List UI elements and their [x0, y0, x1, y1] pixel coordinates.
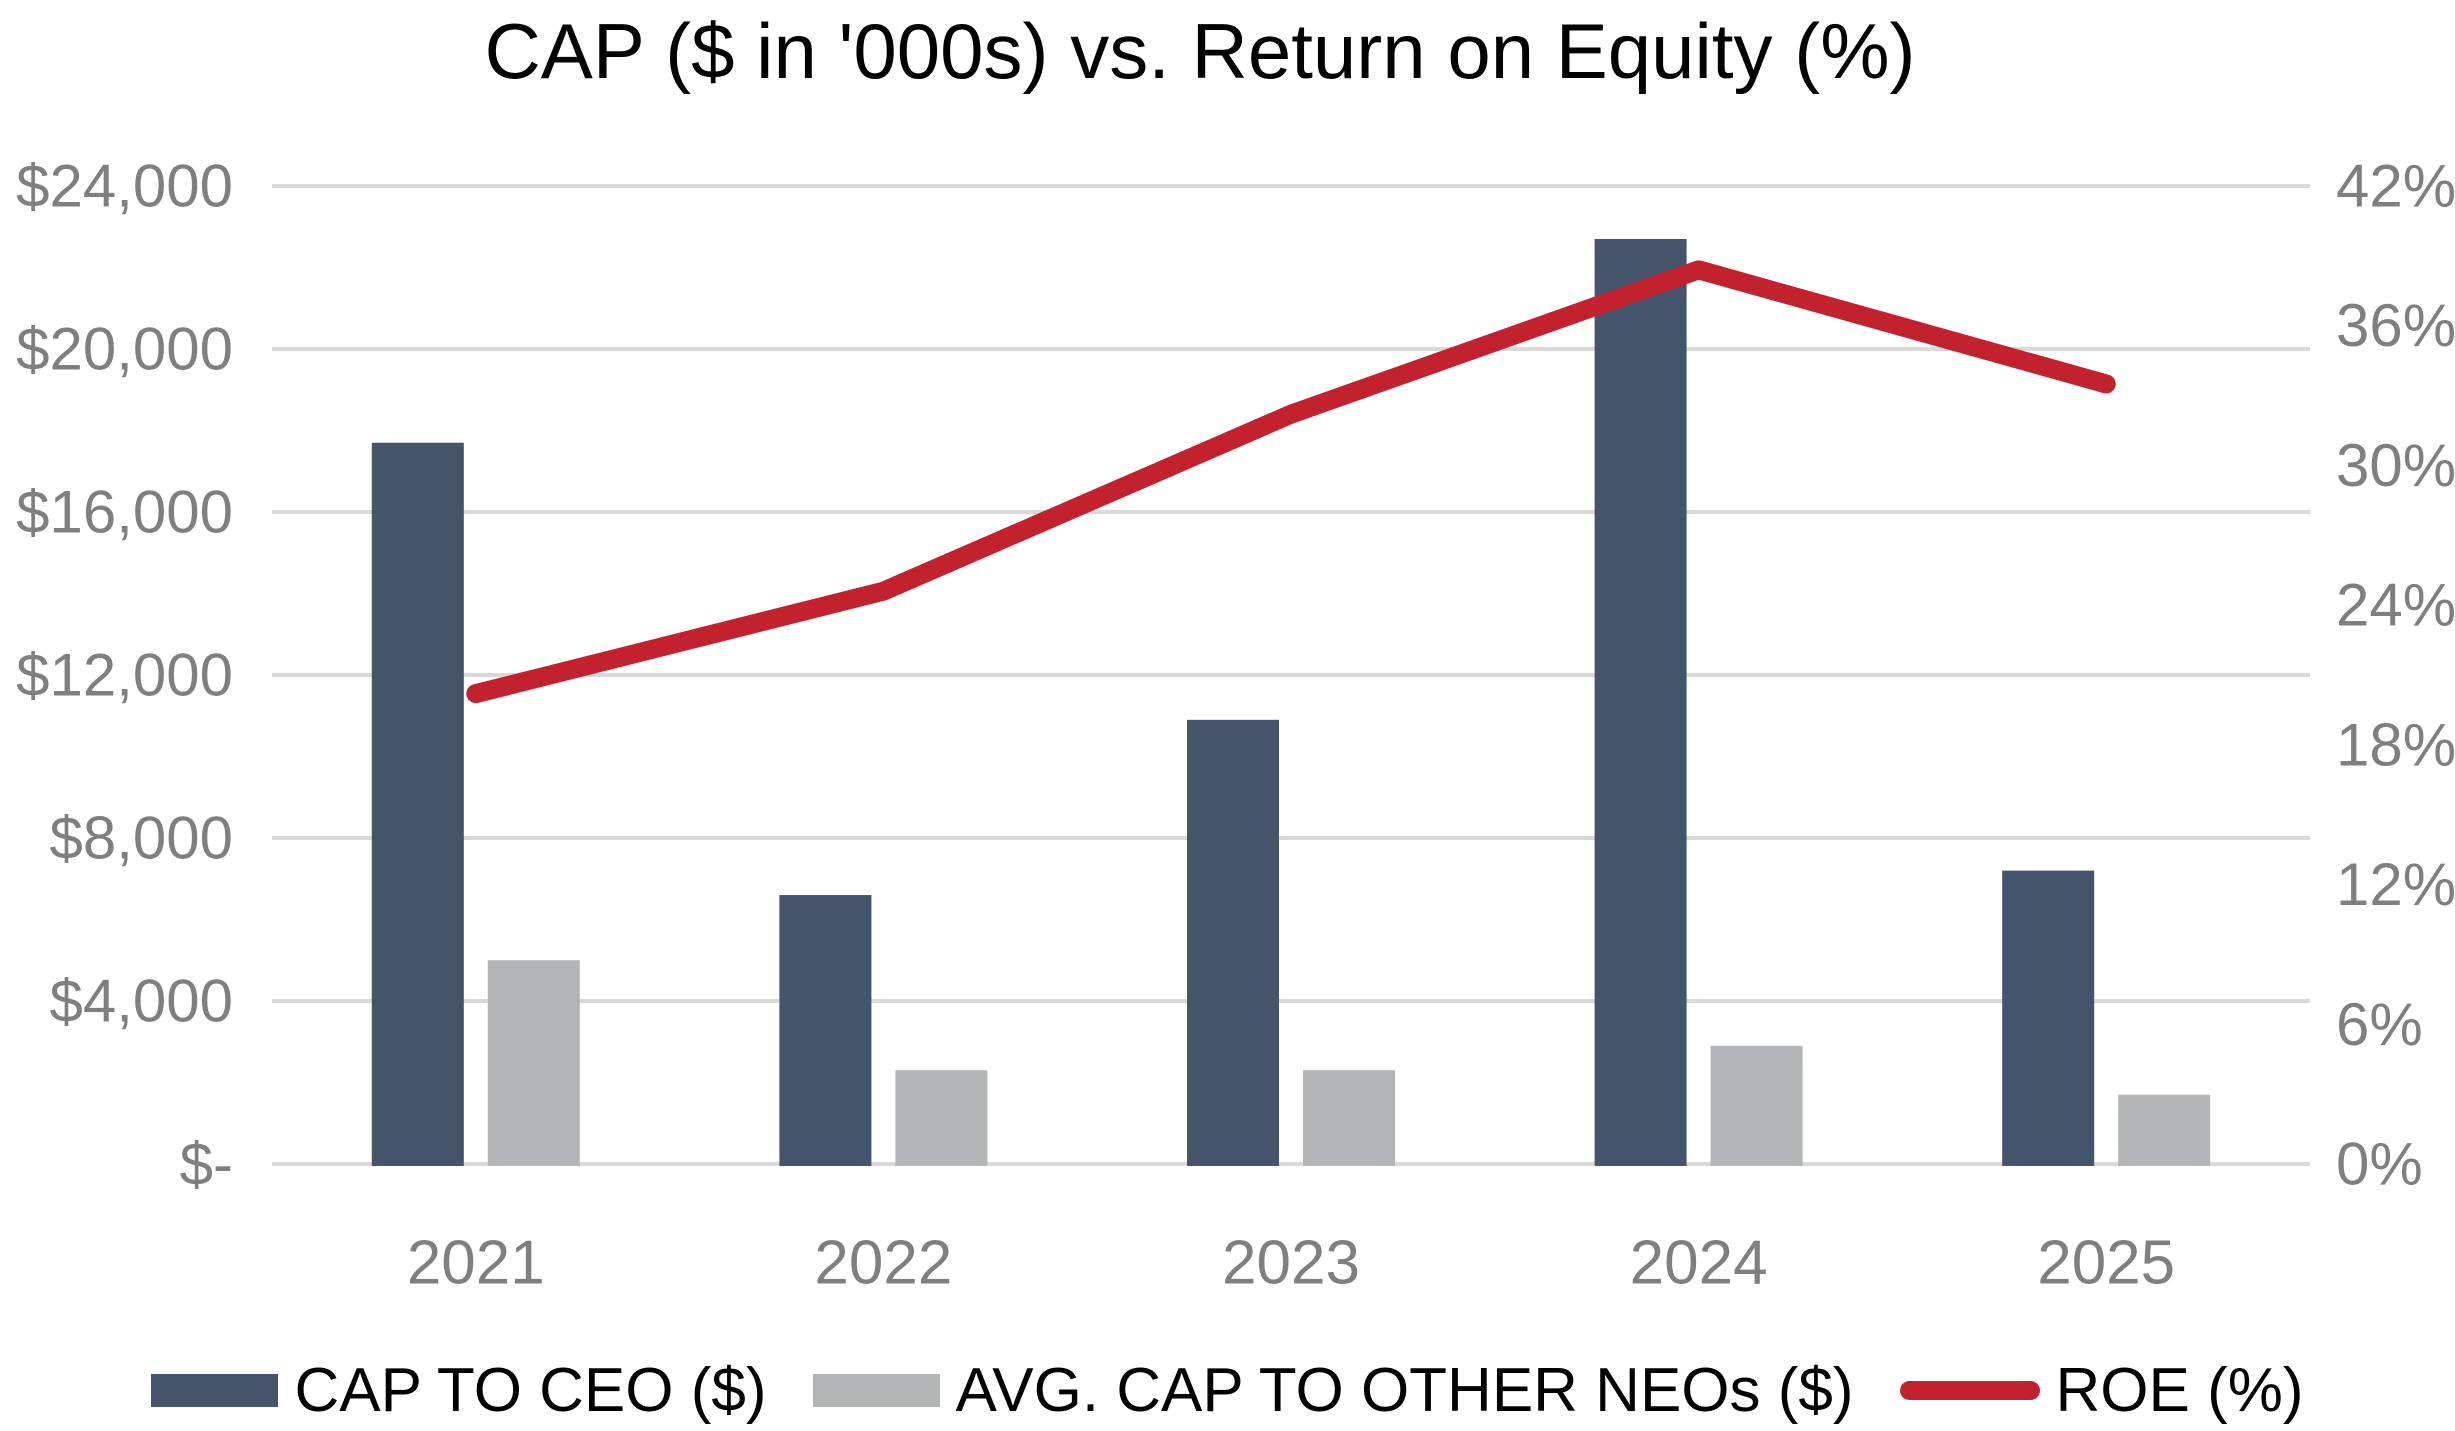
neo-bar: [1303, 1070, 1395, 1166]
legend-label: ROE (%): [2055, 1356, 2304, 1425]
right-axis-tick-label: 18%: [2336, 711, 2455, 778]
left-axis-tick-label: $20,000: [16, 316, 233, 383]
right-axis-tick-label: 42%: [2336, 153, 2455, 220]
left-axis-tick-label: $12,000: [16, 642, 233, 709]
right-axis-tick-label: 24%: [2336, 572, 2455, 639]
right-axis-tick-label: 30%: [2336, 432, 2455, 499]
left-axis-tick-label: $24,000: [16, 153, 233, 220]
ceo-bar: [1594, 238, 1687, 1167]
ceo-bar-swatch-icon: [151, 1374, 279, 1407]
x-axis-category-label: 2021: [407, 1229, 545, 1298]
legend-item-roe: ROE (%): [1899, 1355, 2304, 1426]
x-axis-category-label: 2025: [2037, 1229, 2175, 1298]
right-axis-tick-label: 0%: [2336, 1131, 2423, 1198]
roe-line-swatch-icon: [1899, 1381, 2040, 1400]
x-axis-category-label: 2022: [814, 1229, 952, 1298]
neo-bar: [2118, 1094, 2211, 1166]
neo-bar-swatch-icon: [812, 1374, 940, 1407]
left-axis-tick-label: $4,000: [49, 968, 233, 1035]
x-axis-category-label: 2024: [1630, 1229, 1768, 1298]
right-axis-tick-label: 12%: [2336, 851, 2455, 918]
legend-label: CAP TO CEO ($): [294, 1356, 767, 1425]
left-axis-tick-label: $-: [180, 1131, 233, 1198]
x-axis-category-label: 2023: [1222, 1229, 1360, 1298]
left-axis-tick-label: $16,000: [16, 479, 233, 546]
neo-bar: [895, 1070, 988, 1166]
legend-label: AVG. CAP TO OTHER NEOs ($): [955, 1356, 1854, 1425]
right-axis-tick-label: 6%: [2336, 991, 2423, 1058]
right-axis-tick-label: 36%: [2336, 292, 2455, 359]
ceo-bar: [371, 442, 464, 1167]
ceo-bar: [1187, 719, 1279, 1166]
ceo-bar: [2002, 870, 2095, 1166]
neo-bar: [1710, 1045, 1803, 1166]
left-axis-tick-label: $8,000: [49, 805, 233, 872]
ceo-bar: [779, 895, 872, 1166]
legend-item-cap-to-ceo: CAP TO CEO ($): [151, 1355, 767, 1426]
roe-line: [466, 260, 2116, 704]
legend: CAP TO CEO ($) AVG. CAP TO OTHER NEOs ($…: [0, 1355, 2455, 1426]
chart-title: CAP ($ in '000s) vs. Return on Equity (%…: [484, 7, 1916, 95]
neo-bar: [487, 960, 580, 1166]
legend-item-avg-cap-neos: AVG. CAP TO OTHER NEOs ($): [812, 1355, 1854, 1426]
